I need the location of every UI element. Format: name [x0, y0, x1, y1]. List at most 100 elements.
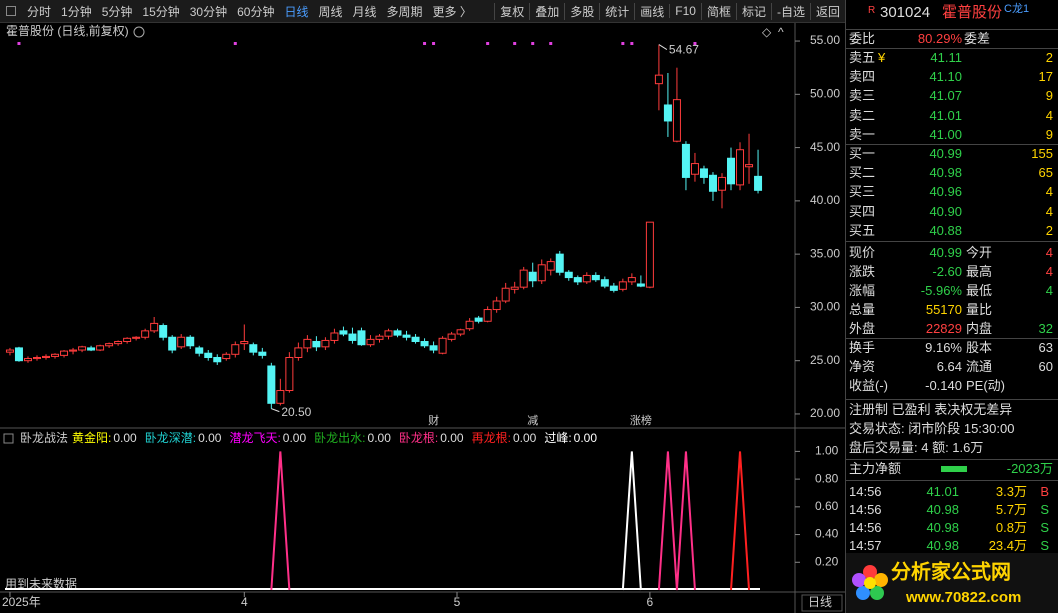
- cell: 委比: [849, 31, 876, 46]
- separator: [846, 29, 1058, 30]
- cell: 60: [1038, 359, 1053, 374]
- event-label: 减: [527, 414, 538, 427]
- period-tab[interactable]: 1分钟: [61, 4, 92, 19]
- signal-dot: [233, 42, 237, 45]
- cell: -0.140: [925, 378, 962, 393]
- period-label[interactable]: 日线: [808, 595, 832, 609]
- x-tick-label: 2025年: [2, 595, 41, 609]
- candle-body: [60, 350, 69, 356]
- candle-body: [754, 175, 763, 191]
- period-tab[interactable]: 日线: [284, 4, 309, 19]
- candle-body: [519, 269, 528, 288]
- cell: 5.7万: [995, 502, 1027, 517]
- candle-body: [636, 283, 645, 287]
- cell: 40.90: [929, 203, 962, 219]
- stat-row: 外盘 22829 内盘 32: [846, 320, 1057, 338]
- tool-button[interactable]: 多股: [564, 2, 599, 20]
- tool-button[interactable]: 复权: [494, 2, 529, 20]
- cell: 14:57: [849, 538, 882, 553]
- tool-button[interactable]: 画线: [634, 2, 669, 20]
- separator: [846, 241, 1058, 242]
- signal-dot: [513, 42, 517, 45]
- cell: 4: [1045, 107, 1053, 123]
- period-tab[interactable]: 多周期: [386, 4, 423, 19]
- separator: [846, 480, 1058, 481]
- tool-button[interactable]: 返回: [809, 2, 845, 20]
- y-tick-label: 0.60: [815, 499, 839, 513]
- separator: [846, 48, 1058, 49]
- period-tab[interactable]: 周线: [318, 4, 343, 19]
- tool-button[interactable]: 标记: [735, 2, 771, 20]
- toolbar-icon[interactable]: [6, 6, 16, 16]
- order-book-row: 买二 40.98 65: [846, 164, 1057, 182]
- chart-area: 霍普股份 (日线,前复权) ◇ ^ 卧龙战法 用到未来数据 日线 55.0050…: [0, 23, 845, 613]
- candle-body: [303, 338, 312, 349]
- stat-row: 换手 9.16% 股本 63: [846, 339, 1057, 357]
- legend-name: 再龙根: [472, 431, 508, 445]
- cell: 买一: [849, 146, 876, 161]
- stat-row: 净资 6.64 流通 60: [846, 358, 1057, 376]
- menu-icon[interactable]: [133, 26, 145, 38]
- background: [0, 23, 845, 613]
- candle-body: [681, 143, 690, 178]
- cell: 22829: [925, 321, 962, 336]
- period-tab[interactable]: 月线: [352, 4, 377, 19]
- signal-dot: [531, 42, 535, 45]
- legend-separator: :: [362, 431, 365, 445]
- y-tick-label: 50.00: [810, 86, 840, 100]
- legend-name: 黄金阳: [72, 430, 108, 445]
- candle-body: [195, 347, 204, 354]
- candle-body: [708, 174, 717, 192]
- candle-body: [150, 322, 159, 332]
- period-tab[interactable]: 30分钟: [189, 4, 228, 19]
- order-book-row: 买四 40.90 4: [846, 203, 1057, 221]
- period-tab[interactable]: 60分钟: [237, 4, 275, 19]
- stat-row: 收益(-) -0.140 PE(动): [846, 377, 1057, 395]
- candle-body: [654, 74, 663, 85]
- signal-dot: [486, 42, 490, 45]
- candle-body: [375, 335, 384, 340]
- candle-body: [537, 264, 546, 282]
- tool-button[interactable]: 统计: [599, 2, 634, 20]
- cell: 40.98: [929, 165, 962, 181]
- cell: 3.3万: [995, 484, 1027, 499]
- tool-button[interactable]: -自选: [770, 2, 810, 20]
- chart-title: 霍普股份 (日线,前复权): [6, 23, 129, 38]
- cell: B: [1040, 484, 1049, 499]
- icon[interactable]: ^: [778, 25, 784, 39]
- stat-row: 总量 55170 量比: [846, 301, 1057, 319]
- candle-body: [5, 349, 14, 353]
- period-tab[interactable]: 5分钟: [101, 4, 133, 19]
- panel-icon[interactable]: [3, 433, 14, 444]
- candle-body: [736, 149, 745, 186]
- candle-body: [420, 341, 429, 347]
- icon[interactable]: ◇: [762, 25, 772, 39]
- signal-line: [730, 451, 751, 591]
- cell: 41.01: [926, 484, 959, 499]
- tool-button[interactable]: F10: [669, 4, 701, 18]
- period-tab[interactable]: 15分钟: [142, 4, 180, 19]
- cell: 卖二: [849, 107, 876, 123]
- y-tick-label: 1.00: [815, 444, 839, 458]
- period-tab[interactable]: 更多 〉: [432, 4, 472, 19]
- legend-value: 0.00: [440, 431, 464, 445]
- signal-dot: [423, 42, 427, 45]
- signal-line: [270, 451, 291, 591]
- legend-value: 0.00: [574, 431, 598, 445]
- order-book-row: 买三 40.96 4: [846, 183, 1057, 201]
- status-row: 注册制 已盈利 表决权无差异: [846, 401, 1057, 419]
- period-tab[interactable]: 分时: [27, 4, 52, 19]
- tool-button[interactable]: 叠加: [529, 2, 564, 20]
- signal-dot: [549, 42, 553, 45]
- cell: S: [1040, 538, 1049, 553]
- candle-body: [114, 341, 123, 345]
- separator: [846, 144, 1058, 145]
- tool-button[interactable]: 简框: [700, 2, 736, 20]
- y-tick-label: 40.00: [810, 193, 840, 207]
- candle-body: [627, 277, 636, 283]
- candle-body: [105, 343, 114, 347]
- candle-body: [159, 325, 168, 338]
- candle-body: [429, 345, 438, 351]
- cell: 主力净额: [849, 461, 902, 476]
- candle-body: [727, 157, 736, 185]
